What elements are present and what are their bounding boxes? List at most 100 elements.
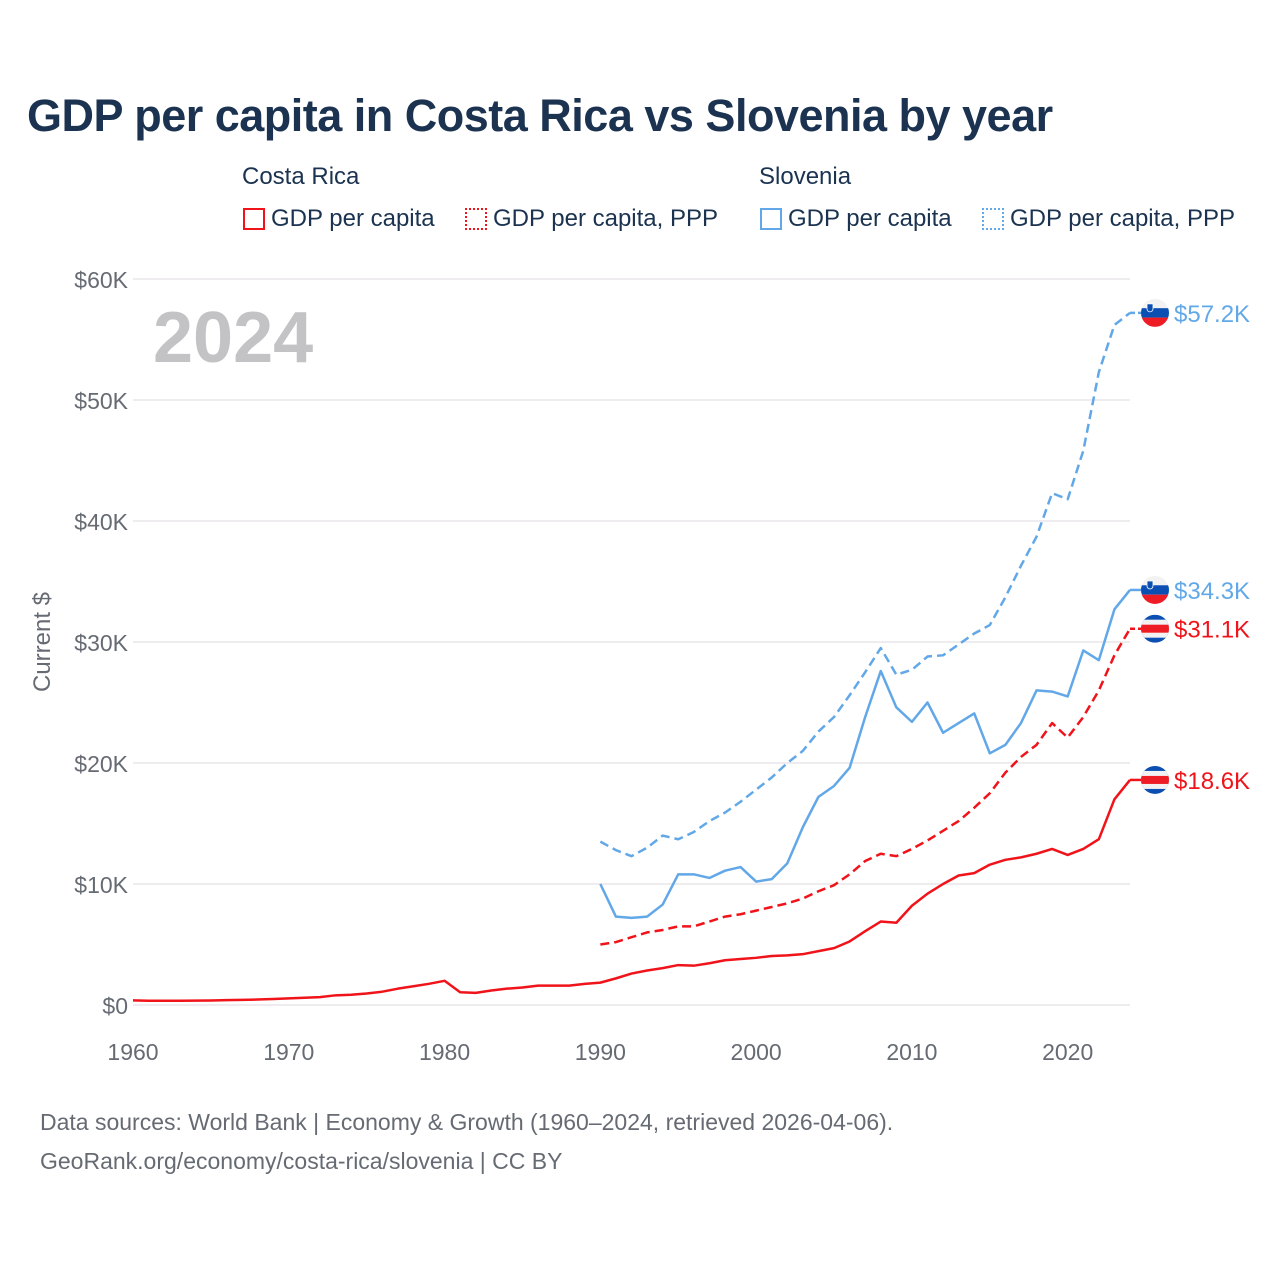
data-point[interactable] [800,748,806,754]
data-point[interactable] [395,986,401,992]
data-point[interactable] [971,631,977,637]
legend-item-si-ppp[interactable]: GDP per capita, PPP [982,205,1235,233]
data-point[interactable] [1065,496,1071,502]
data-point[interactable] [940,881,946,887]
data-point[interactable] [629,971,635,977]
data-point[interactable] [706,818,712,824]
data-point[interactable] [1049,846,1055,852]
data-point[interactable] [1002,742,1008,748]
data-point[interactable] [924,654,930,660]
data-point[interactable] [784,760,790,766]
data-point[interactable] [769,775,775,781]
data-point[interactable] [753,955,759,961]
data-point[interactable] [878,668,884,674]
data-point[interactable] [1111,796,1117,802]
data-point[interactable] [629,853,635,859]
data-point[interactable] [1018,854,1024,860]
data-point[interactable] [691,871,697,877]
data-point[interactable] [1049,490,1055,496]
data-point[interactable] [769,876,775,882]
data-point[interactable] [1018,754,1024,760]
data-point[interactable] [956,873,962,879]
data-point[interactable] [1096,687,1102,693]
data-point[interactable] [270,996,276,1002]
data-point[interactable] [1034,851,1040,857]
data-point[interactable] [426,981,432,987]
data-point[interactable] [597,942,603,948]
data-point[interactable] [629,915,635,921]
data-point[interactable] [644,914,650,920]
data-point[interactable] [769,953,775,959]
data-point[interactable] [660,927,666,933]
data-point[interactable] [893,704,899,710]
data-point[interactable] [613,975,619,981]
data-point[interactable] [1065,693,1071,699]
data-point[interactable] [1002,857,1008,863]
data-point[interactable] [831,783,837,789]
data-point[interactable] [722,868,728,874]
data-point[interactable] [597,881,603,887]
data-point[interactable] [862,928,868,934]
data-point[interactable] [1080,714,1086,720]
data-point[interactable] [971,805,977,811]
data-point[interactable] [909,903,915,909]
data-point[interactable] [629,934,635,940]
data-point[interactable] [255,997,261,1003]
source-line-2[interactable]: GeoRank.org/economy/costa-rica/slovenia … [40,1148,563,1174]
data-point[interactable] [862,669,868,675]
data-point[interactable] [613,939,619,945]
data-point[interactable] [878,919,884,925]
data-point[interactable] [815,794,821,800]
data-point[interactable] [208,998,214,1004]
data-point[interactable] [831,945,837,951]
data-point[interactable] [1002,594,1008,600]
data-point[interactable] [161,998,167,1004]
data-point[interactable] [722,957,728,963]
data-point[interactable] [1111,322,1117,328]
data-point[interactable] [909,667,915,673]
data-point[interactable] [956,641,962,647]
data-point[interactable] [753,908,759,914]
data-point[interactable] [893,853,899,859]
data-point[interactable] [660,833,666,839]
data-point[interactable] [722,810,728,816]
data-point[interactable] [862,858,868,864]
data-point[interactable] [691,923,697,929]
data-point[interactable] [987,750,993,756]
data-point[interactable] [192,998,198,1004]
data-point[interactable] [177,998,183,1004]
data-point[interactable] [410,983,416,989]
data-point[interactable] [1018,563,1024,569]
data-point[interactable] [815,948,821,954]
data-point[interactable] [644,929,650,935]
legend-item-cr-gdp[interactable]: GDP per capita [243,205,435,233]
data-point[interactable] [691,963,697,969]
data-point[interactable] [644,968,650,974]
data-point[interactable] [831,882,837,888]
data-point[interactable] [551,983,557,989]
series-line-costa-rica-gdp-per-capita-ppp[interactable] [600,628,1132,946]
data-point[interactable] [239,997,245,1003]
data-point[interactable] [956,720,962,726]
data-point[interactable] [582,981,588,987]
data-point[interactable] [878,645,884,651]
data-point[interactable] [1065,852,1071,858]
data-point[interactable] [924,837,930,843]
series-line-slovenia-gdp-per-capita[interactable] [599,589,1131,920]
data-point[interactable] [613,914,619,920]
data-point[interactable] [800,951,806,957]
data-point[interactable] [1049,689,1055,695]
data-point[interactable] [675,836,681,842]
data-point[interactable] [644,845,650,851]
data-point[interactable] [1096,657,1102,663]
data-point[interactable] [971,710,977,716]
data-point[interactable] [940,730,946,736]
data-point[interactable] [333,992,339,998]
data-point[interactable] [924,891,930,897]
data-point[interactable] [379,989,385,995]
data-point[interactable] [738,799,744,805]
data-point[interactable] [738,911,744,917]
data-point[interactable] [566,983,572,989]
data-point[interactable] [675,923,681,929]
data-point[interactable] [675,871,681,877]
